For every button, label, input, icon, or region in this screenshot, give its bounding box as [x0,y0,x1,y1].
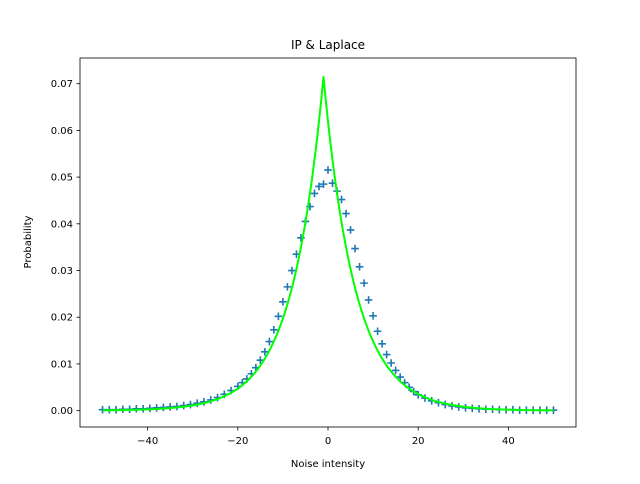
y-axis-label: Probability [23,215,34,268]
data-point [265,337,274,346]
data-point [346,226,355,234]
x-tick-label: 40 [502,436,515,447]
x-tick-label: 20 [412,436,425,447]
y-tick-label: 0.00 [51,406,73,417]
y-tick-label: 0.01 [51,359,73,370]
x-tick-label: −40 [137,436,158,447]
x-tick-label: −20 [227,436,248,447]
data-point [355,262,364,271]
laplace-curve [102,76,554,412]
data-point [324,166,332,174]
data-point [342,209,350,218]
x-tick-label: 0 [325,436,331,447]
data-point [279,298,287,306]
y-tick-label: 0.03 [51,266,73,277]
y-tick-label: 0.05 [51,173,73,184]
plot-area [98,76,558,414]
data-point [391,366,400,375]
data-point [261,347,269,356]
data-point [337,195,346,204]
chart-title: IP & Laplace [291,38,365,52]
data-point [369,312,377,320]
y-tick-label: 0.02 [51,313,73,324]
data-point [360,279,368,287]
data-point [319,180,328,188]
data-point [387,359,395,367]
data-point [373,327,382,336]
data-point [382,350,391,359]
data-point [378,340,386,348]
data-point [351,244,359,253]
axis-ticks: −40 −20 0 20 40 0.00 0.01 0.02 0.03 0.04 0.05 0.06 0… [51,79,515,447]
data-point [270,326,278,334]
data-point [364,296,373,304]
y-tick-label: 0.04 [51,219,73,230]
y-tick-label: 0.07 [51,79,73,90]
data-point [396,373,404,381]
data-point [288,266,296,275]
data-point [283,283,292,291]
y-tick-label: 0.06 [51,126,73,137]
x-axis-label: Noise intensity [291,459,365,470]
axes-frame [79,57,577,428]
data-point [274,312,283,321]
data-point [310,189,319,198]
data-point [315,182,323,191]
